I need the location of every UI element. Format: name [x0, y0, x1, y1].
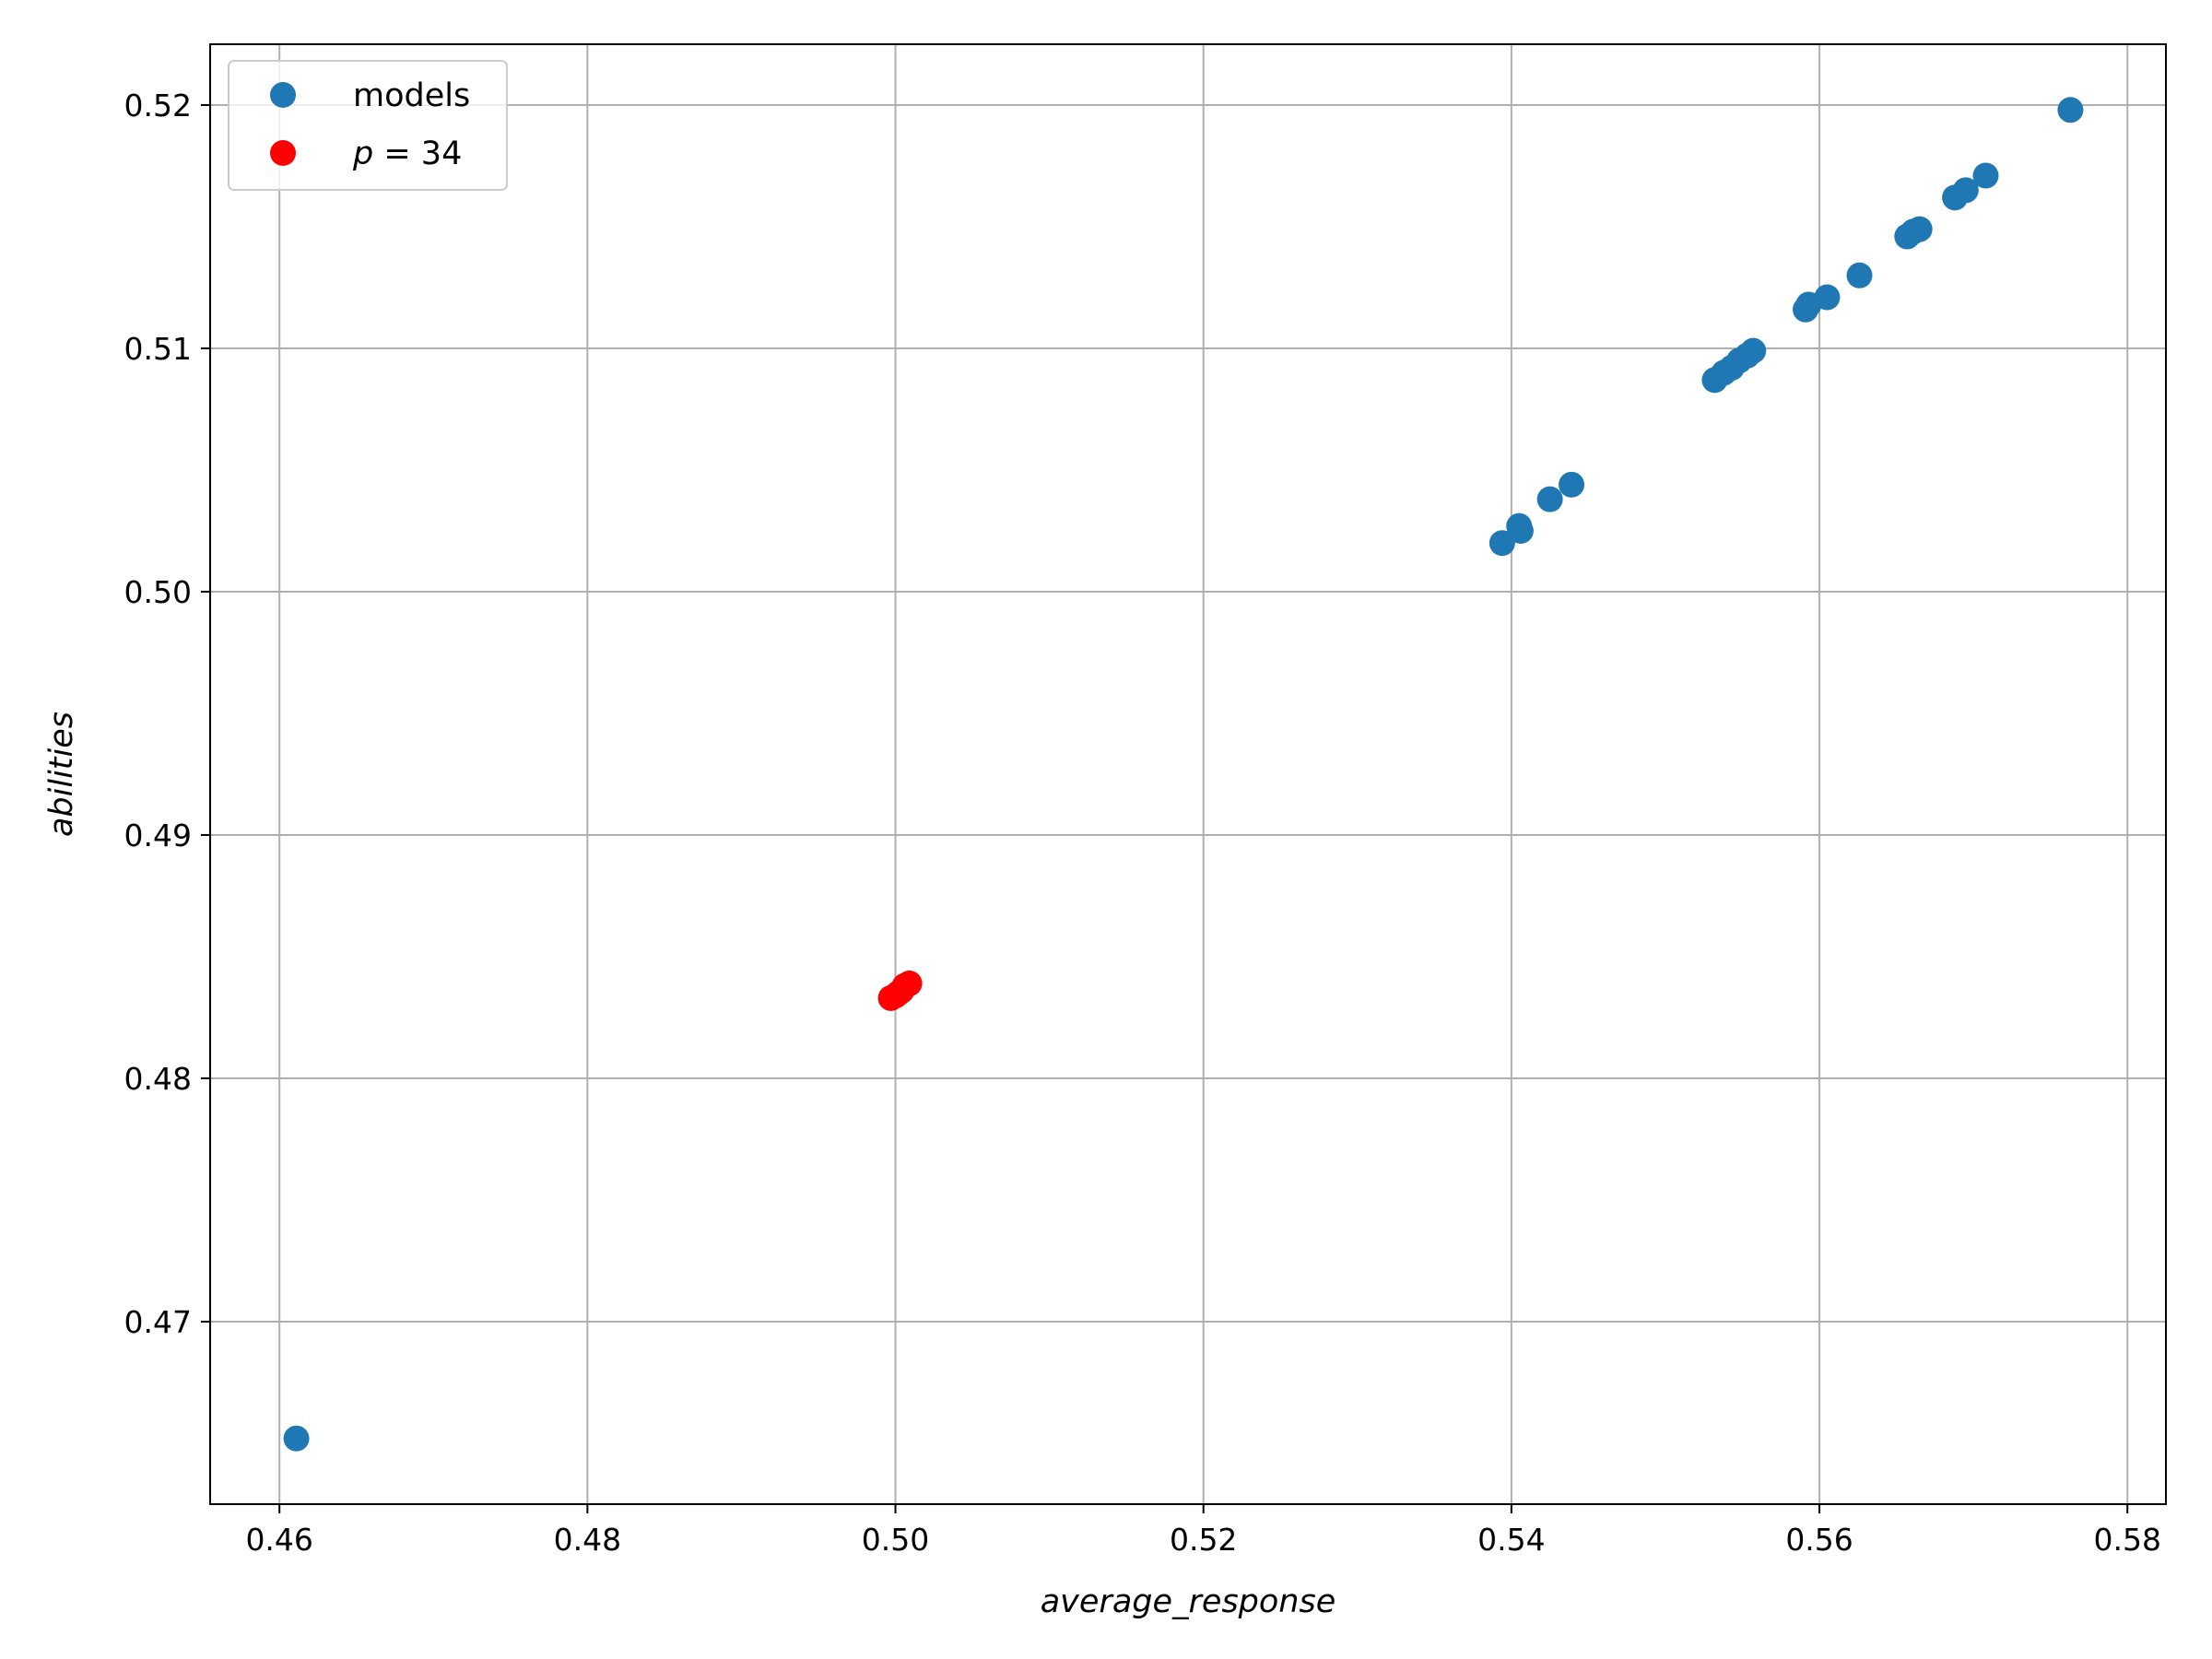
y-tick-label: 0.47 — [124, 1304, 192, 1340]
legend-marker — [270, 82, 296, 108]
models-point — [1952, 177, 1979, 204]
x-tick-label: 0.46 — [245, 1522, 312, 1558]
axis-ticks: 0.46 0.48 0.50 0.52 0.54 0.56 0.58 0.47 0.48 0.49… — [124, 88, 2161, 1558]
models-point — [1507, 518, 1534, 544]
y-tick-label: 0.51 — [124, 331, 192, 367]
legend-box — [228, 60, 508, 191]
models-point — [2057, 97, 2084, 124]
models-point — [1814, 284, 1841, 311]
legend-marker — [270, 140, 296, 166]
y-tick-label: 0.52 — [124, 88, 192, 124]
y-tick-label: 0.48 — [124, 1061, 192, 1097]
x-tick-label: 0.48 — [554, 1522, 621, 1558]
y-tick-label: 0.49 — [124, 818, 192, 853]
legend-label: models — [353, 77, 470, 114]
models-point — [1740, 337, 1767, 364]
models-point — [1846, 262, 1873, 288]
x-tick-label: 0.52 — [1170, 1522, 1237, 1558]
x-axis-label: average_response — [1041, 1583, 1336, 1620]
models-point — [1536, 486, 1563, 512]
x-tick-label: 0.50 — [862, 1522, 929, 1558]
plot-frame — [209, 43, 2167, 1505]
x-tick-label: 0.54 — [1477, 1522, 1545, 1558]
y-axis-label: abilities — [43, 712, 80, 837]
models-point — [283, 1425, 310, 1452]
models-point — [1559, 471, 1585, 498]
legend: models p = 34 — [228, 60, 508, 191]
legend-label: p = 34 — [352, 135, 462, 172]
models-point — [1972, 162, 1999, 189]
data-points — [283, 97, 2084, 1452]
y-tick-label: 0.50 — [124, 574, 192, 610]
p34-point — [896, 971, 923, 997]
x-tick-label: 0.56 — [1785, 1522, 1853, 1558]
models-point — [1488, 530, 1515, 557]
models-point — [1906, 216, 1933, 242]
x-tick-label: 0.58 — [2093, 1522, 2160, 1558]
